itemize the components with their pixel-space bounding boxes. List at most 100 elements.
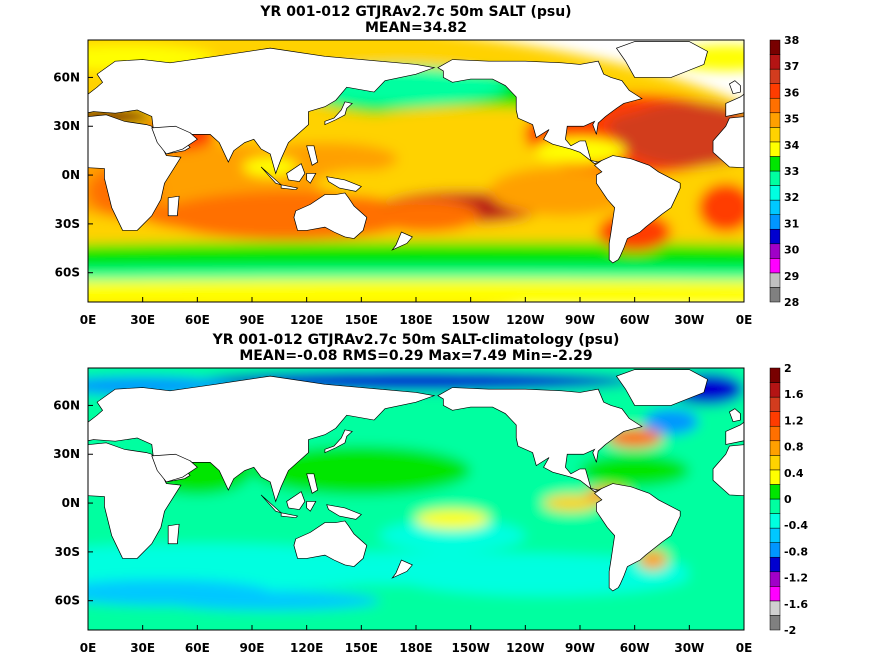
bottom-title-line1: YR 001-012 GTJRAv2.7c 50m SALT-climatolo… (212, 332, 620, 348)
colorbar-label: 30 (784, 244, 800, 257)
x-tick-label: 0E (736, 313, 753, 327)
x-tick-label: 120W (506, 313, 544, 327)
x-tick-label: 30W (674, 641, 704, 655)
colorbar-label: 35 (784, 113, 799, 126)
field-patch (416, 509, 489, 530)
colorbar-label: 38 (784, 34, 799, 47)
colorbar-swatch (769, 411, 781, 427)
x-tick-label: 30W (674, 313, 704, 327)
y-tick-label: 60N (53, 70, 80, 84)
top-panel-title: YR 001-012 GTJRAv2.7c 50m SALT (psu) MEA… (88, 4, 744, 36)
colorbar-swatch (769, 214, 781, 230)
x-tick-label: 120E (290, 313, 323, 327)
x-tick-label: 90W (565, 313, 595, 327)
y-tick-label: 60N (53, 398, 80, 412)
x-tick-label: 120E (290, 641, 323, 655)
colorbar-label: 28 (784, 296, 799, 309)
colorbar-swatch (769, 586, 781, 602)
colorbar-swatch (769, 440, 781, 456)
x-tick-label: 150W (452, 313, 490, 327)
y-tick-label: 30S (55, 545, 80, 559)
x-tick-label: 60E (185, 313, 210, 327)
colorbar-swatch (769, 556, 781, 573)
colorbar-label: -0.4 (784, 519, 808, 532)
x-tick-label: 0E (80, 641, 97, 655)
y-tick-label: 30N (53, 447, 80, 461)
field-patch (607, 109, 717, 143)
x-tick-label: 180E (399, 641, 432, 655)
colorbar-swatch (769, 425, 781, 442)
y-tick-label: 30N (53, 119, 80, 133)
colorbar-swatch (769, 484, 781, 500)
anomaly-colorbar: 2 1.6 1.2 0.8 0.4 0 -0.4 -0.8 -1.2 -1.6 -2 (769, 362, 808, 637)
x-tick-label: 150E (345, 641, 378, 655)
colorbar-swatch (769, 455, 781, 471)
colorbar-swatch (769, 272, 781, 288)
colorbar-label: 37 (784, 60, 799, 73)
salinity-map-panel (88, 40, 744, 302)
colorbar-label: 0.8 (784, 441, 804, 454)
x-tick-label: 90E (240, 313, 265, 327)
top-title-line1: YR 001-012 GTJRAv2.7c 50m SALT (psu) (260, 4, 572, 20)
x-tick-label: 180E (399, 313, 432, 327)
colorbar-label: 1.2 (784, 414, 804, 427)
colorbar-swatch (769, 615, 781, 631)
colorbar-label: 33 (784, 165, 799, 178)
x-tick-label: 90E (240, 641, 265, 655)
colorbar-swatch (769, 112, 781, 128)
colorbar-swatch (769, 243, 781, 259)
x-tick-label: 150W (452, 641, 490, 655)
colorbar-swatch (769, 382, 781, 398)
colorbar-swatch (769, 156, 781, 172)
colorbar-label: 36 (784, 86, 800, 99)
top-title-line2: MEAN=34.82 (364, 20, 468, 36)
bottom-panel-title: YR 001-012 GTJRAv2.7c 50m SALT-climatolo… (88, 332, 744, 364)
colorbar-label: 29 (784, 270, 799, 283)
colorbar-label: -0.8 (784, 545, 808, 558)
colorbar-swatch (769, 542, 781, 558)
y-tick-label: 60S (55, 266, 80, 280)
colorbar-label: 34 (784, 139, 800, 152)
field-patch (580, 454, 690, 487)
colorbar-swatch (769, 469, 781, 485)
colorbar-swatch (769, 228, 781, 245)
bottom-title-line2: MEAN=-0.08 RMS=0.29 Max=7.49 Min=-2.29 (239, 348, 593, 364)
colorbar-swatch (769, 97, 781, 114)
field-patch (370, 199, 480, 233)
x-tick-label: 0E (80, 313, 97, 327)
colorbar-swatch (769, 68, 781, 84)
x-tick-label: 60W (620, 313, 650, 327)
salinity-colorbar: 38 37 36 35 34 33 32 31 30 29 28 (769, 34, 800, 309)
x-tick-label: 0E (736, 641, 753, 655)
field-patch (698, 183, 744, 233)
x-tick-label: 60W (620, 641, 650, 655)
colorbar-swatch (769, 527, 781, 543)
x-tick-label: 150E (345, 313, 378, 327)
colorbar-label: -1.6 (784, 598, 808, 611)
field-patch (88, 279, 744, 302)
x-tick-label: 30E (130, 641, 155, 655)
colorbar-swatch (769, 54, 781, 70)
y-tick-label: 60S (55, 594, 80, 608)
colorbar-swatch (769, 600, 781, 616)
x-tick-label: 90W (565, 641, 595, 655)
colorbar-swatch (769, 39, 781, 55)
colorbar-label: -2 (784, 624, 796, 637)
field-patch (160, 590, 380, 611)
colorbar-swatch (769, 170, 781, 186)
colorbar-swatch (769, 396, 781, 412)
anomaly-map-panel (88, 368, 744, 630)
field-patch (543, 494, 599, 512)
colorbar-swatch (769, 185, 781, 201)
colorbar-label: 0.4 (784, 467, 804, 480)
y-tick-label: 0N (62, 496, 80, 510)
colorbar-swatch (769, 83, 781, 99)
colorbar-label: 1.6 (784, 388, 804, 401)
x-tick-label: 60E (185, 641, 210, 655)
colorbar-swatch (769, 199, 781, 215)
field-patch (315, 170, 407, 197)
y-tick-label: 0N (62, 168, 80, 182)
colorbar-swatch (769, 498, 781, 514)
field-patch (252, 446, 471, 495)
